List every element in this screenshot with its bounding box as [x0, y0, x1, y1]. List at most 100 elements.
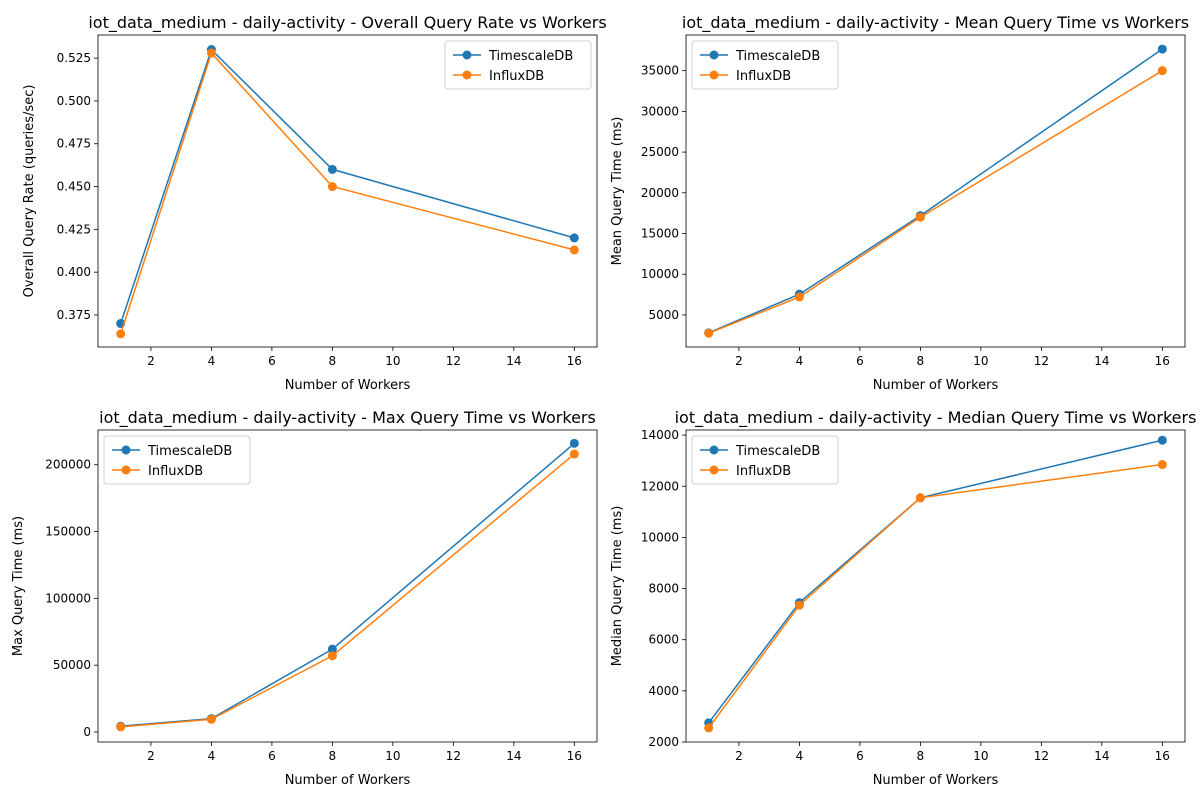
y-tick-label: 150000 [45, 525, 91, 539]
x-axis-label: Number of Workers [873, 378, 999, 393]
x-tick-label: 12 [1034, 354, 1049, 368]
data-point-influxdb [704, 328, 714, 338]
legend-box [691, 40, 839, 90]
legend-swatch-marker [462, 50, 472, 60]
y-tick-label: 0.425 [57, 222, 91, 236]
data-point-influxdb [327, 651, 337, 661]
legend-label: TimescaleDB [147, 444, 232, 459]
x-tick-label: 12 [1034, 749, 1049, 763]
data-point-influxdb [569, 245, 579, 255]
x-tick-label: 8 [917, 354, 925, 368]
legend-box [103, 435, 251, 485]
y-axis-label: Max Query Time (ms) [11, 516, 26, 656]
x-tick-label: 2 [735, 354, 743, 368]
y-axis-label: Mean Query Time (ms) [610, 117, 625, 266]
y-tick-label: 5000 [648, 308, 679, 322]
legend-box [691, 435, 839, 485]
chart-title: iot_data_medium - daily-activity - Mean … [682, 13, 1189, 33]
legend-label: TimescaleDB [488, 49, 573, 64]
legend: TimescaleDB InfluxDB [691, 40, 839, 90]
series-line-influxdb [120, 453, 575, 728]
y-tick-label: 0.450 [57, 180, 91, 194]
x-tick-label: 2 [147, 749, 155, 763]
y-tick-label: 15000 [641, 227, 679, 241]
legend-label: TimescaleDB [735, 49, 820, 64]
legend-label: InfluxDB [736, 69, 791, 84]
subplot-4: 2 4 6 8 10 12 14 16 2000 4000 6000 8000 10000 12000 14… [610, 408, 1196, 788]
y-axis-label: Overall Query Rate (queries/sec) [22, 85, 37, 298]
series-line-timescaledb [119, 48, 575, 324]
data-point-influxdb [206, 48, 216, 58]
x-tick-label: 8 [329, 749, 337, 763]
x-tick-label: 16 [1155, 749, 1170, 763]
y-tick-label: 200000 [45, 458, 91, 472]
chart-title: iot_data_medium - daily-activity - Overa… [88, 13, 606, 33]
y-tick-label: 100000 [45, 591, 91, 605]
y-tick-label: 6000 [648, 633, 679, 647]
legend-swatch-marker [462, 70, 472, 80]
subplot-1: 2 4 6 8 10 12 14 16 0.375 0.400 0.425 0.450 0.475 0.5… [22, 13, 607, 393]
x-tick-label: 8 [329, 354, 337, 368]
data-point-timescaledb [1157, 435, 1167, 445]
x-tick-label: 2 [147, 354, 155, 368]
x-tick-label: 14 [506, 749, 521, 763]
x-tick-label: 16 [567, 354, 582, 368]
x-tick-label: 14 [1094, 749, 1109, 763]
y-tick-label: 8000 [648, 582, 679, 596]
x-tick-label: 8 [917, 749, 925, 763]
data-point-timescaledb [327, 164, 337, 174]
x-axis-label: Number of Workers [873, 773, 999, 788]
data-point-timescaledb [1157, 44, 1167, 54]
y-tick-label: 25000 [641, 145, 679, 159]
data-point-influxdb [327, 182, 337, 192]
x-tick-label: 4 [796, 749, 804, 763]
x-tick-label: 6 [856, 354, 864, 368]
series-line-timescaledb [708, 439, 1163, 724]
y-tick-label: 4000 [648, 684, 679, 698]
x-tick-label: 4 [796, 354, 804, 368]
data-point-influxdb [116, 722, 126, 732]
data-point-influxdb [794, 600, 804, 610]
y-tick-label: 0.400 [57, 265, 91, 279]
legend-swatch-marker [121, 445, 131, 455]
chart-title: iot_data_medium - daily-activity - Media… [675, 408, 1197, 428]
series-line-timescaledb [708, 48, 1163, 334]
subplot-3: 2 4 6 8 10 12 14 16 0 50000 100000 150000 200000 iot_… [11, 408, 598, 788]
y-tick-label: 20000 [641, 186, 679, 200]
series-line-influxdb [708, 70, 1163, 334]
x-tick-label: 6 [268, 354, 276, 368]
legend: TimescaleDB InfluxDB [691, 435, 839, 485]
x-axis-label: Number of Workers [285, 378, 411, 393]
x-tick-label: 14 [506, 354, 521, 368]
legend: TimescaleDB InfluxDB [444, 40, 592, 90]
y-tick-label: 0 [83, 725, 91, 739]
axes-frame [97, 429, 598, 743]
legend-swatch-marker [709, 70, 719, 80]
y-tick-label: 0.500 [57, 94, 91, 108]
y-tick-label: 10000 [641, 267, 679, 281]
y-tick-label: 0.525 [57, 51, 91, 65]
data-point-influxdb [116, 329, 126, 339]
legend-box [444, 40, 592, 90]
x-tick-label: 4 [208, 354, 216, 368]
y-tick-label: 35000 [641, 64, 679, 78]
x-tick-label: 16 [1155, 354, 1170, 368]
y-tick-label: 14000 [641, 428, 679, 442]
y-tick-label: 10000 [641, 530, 679, 544]
data-point-influxdb [1157, 460, 1167, 470]
x-tick-label: 16 [567, 749, 582, 763]
x-tick-label: 4 [208, 749, 216, 763]
x-tick-label: 12 [446, 354, 461, 368]
legend-swatch-marker [709, 445, 719, 455]
legend-swatch-marker [121, 465, 131, 475]
y-axis-label: Median Query Time (ms) [610, 506, 625, 667]
y-tick-label: 30000 [641, 104, 679, 118]
data-point-influxdb [1157, 66, 1167, 76]
legend-label: InfluxDB [148, 464, 203, 479]
data-point-timescaledb [327, 644, 337, 654]
axes-frame [97, 34, 598, 348]
y-tick-label: 2000 [648, 735, 679, 749]
legend-label: TimescaleDB [735, 444, 820, 459]
x-tick-label: 14 [1094, 354, 1109, 368]
